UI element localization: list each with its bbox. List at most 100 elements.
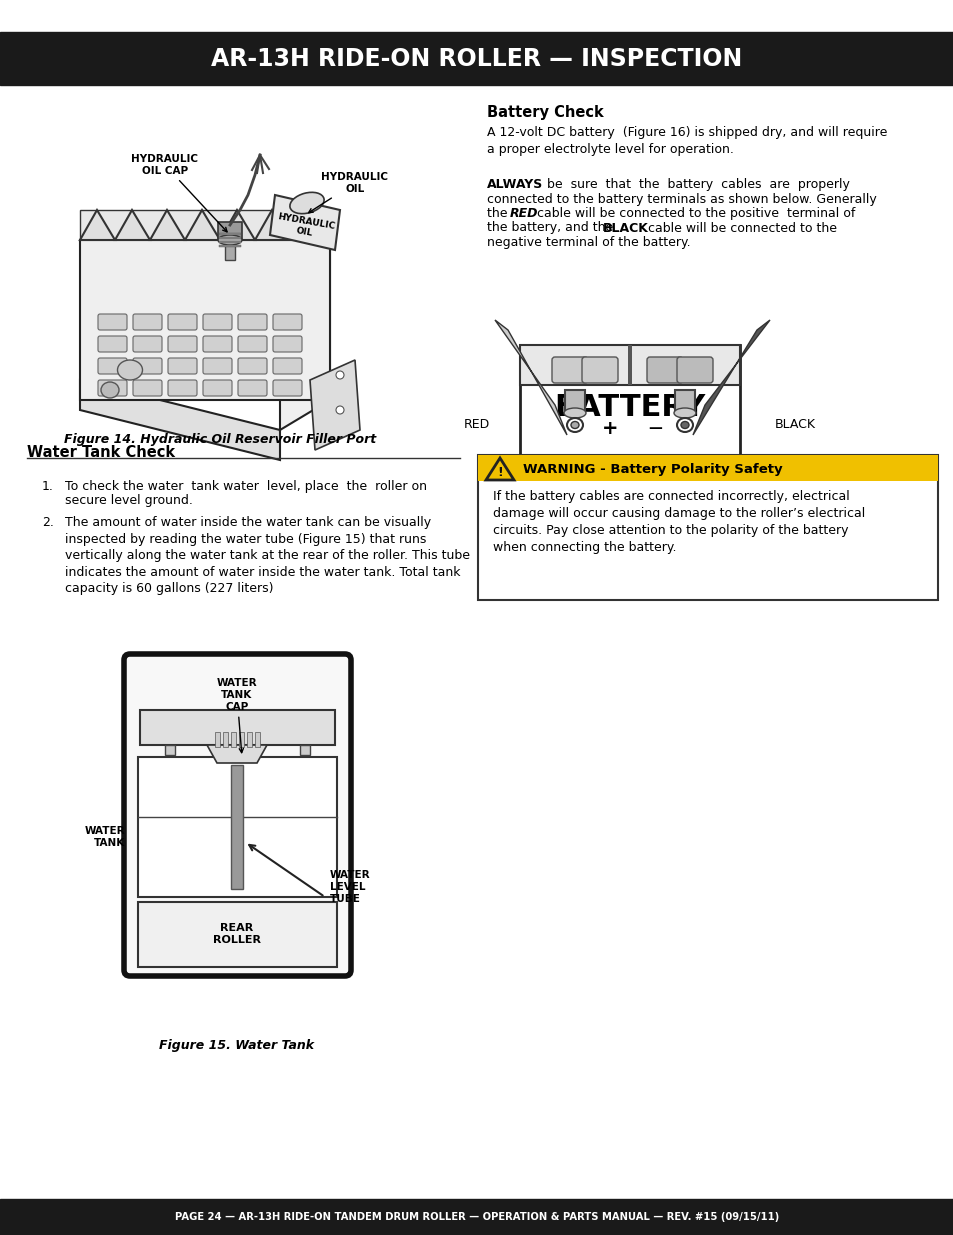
FancyBboxPatch shape xyxy=(237,358,267,374)
FancyBboxPatch shape xyxy=(98,314,127,330)
Text: be  sure  that  the  battery  cables  are  properly: be sure that the battery cables are prop… xyxy=(542,178,849,191)
Text: BLACK: BLACK xyxy=(774,419,815,431)
Text: HYDRAULIC
OIL CAP: HYDRAULIC OIL CAP xyxy=(132,154,227,232)
Text: Figure 15. Water Tank: Figure 15. Water Tank xyxy=(159,1039,314,1051)
Polygon shape xyxy=(692,320,769,435)
Text: cable will be connected to the positive  terminal of: cable will be connected to the positive … xyxy=(533,207,855,220)
Bar xyxy=(564,390,584,412)
Polygon shape xyxy=(80,210,330,240)
Polygon shape xyxy=(115,210,150,240)
Text: The amount of water inside the water tank can be visually
inspected by reading t: The amount of water inside the water tan… xyxy=(65,516,470,595)
Polygon shape xyxy=(150,210,185,240)
Text: RED: RED xyxy=(510,207,537,220)
Ellipse shape xyxy=(571,421,578,429)
Text: !: ! xyxy=(497,466,502,478)
FancyBboxPatch shape xyxy=(168,380,196,396)
Bar xyxy=(0,1199,953,1235)
Text: A 12-volt DC battery  (Figure 16) is shipped dry, and will require
a proper elec: A 12-volt DC battery (Figure 16) is ship… xyxy=(486,126,886,156)
FancyBboxPatch shape xyxy=(203,380,232,396)
Text: WARNING - Battery Polarity Safety: WARNING - Battery Polarity Safety xyxy=(522,462,781,475)
FancyBboxPatch shape xyxy=(203,336,232,352)
Bar xyxy=(627,345,631,385)
FancyBboxPatch shape xyxy=(237,380,267,396)
Ellipse shape xyxy=(566,417,582,432)
Polygon shape xyxy=(80,210,115,240)
Ellipse shape xyxy=(290,193,324,214)
Text: WATER
TANK
CAP: WATER TANK CAP xyxy=(216,678,257,752)
Polygon shape xyxy=(485,458,514,480)
Ellipse shape xyxy=(677,417,692,432)
Text: connected to the battery terminals as shown below. Generally: connected to the battery terminals as sh… xyxy=(486,193,876,205)
FancyBboxPatch shape xyxy=(132,380,162,396)
Text: AR-13H RIDE-ON ROLLER — INSPECTION: AR-13H RIDE-ON ROLLER — INSPECTION xyxy=(212,47,741,70)
Text: If the battery cables are connected incorrectly, electrical
damage will occur ca: If the battery cables are connected inco… xyxy=(493,490,864,555)
Bar xyxy=(675,390,695,412)
Text: HYDRAULIC
OIL: HYDRAULIC OIL xyxy=(274,212,335,242)
Text: 2.: 2. xyxy=(42,516,53,529)
Bar xyxy=(519,345,740,454)
Ellipse shape xyxy=(335,406,344,414)
Ellipse shape xyxy=(335,370,344,379)
Ellipse shape xyxy=(563,408,585,417)
FancyBboxPatch shape xyxy=(168,336,196,352)
FancyBboxPatch shape xyxy=(581,357,618,383)
Text: the battery, and the: the battery, and the xyxy=(486,221,617,235)
Bar xyxy=(219,245,241,247)
Text: ALWAYS: ALWAYS xyxy=(486,178,542,191)
FancyBboxPatch shape xyxy=(132,314,162,330)
Bar xyxy=(138,902,336,967)
FancyBboxPatch shape xyxy=(273,358,302,374)
Bar xyxy=(0,32,953,85)
FancyBboxPatch shape xyxy=(273,336,302,352)
FancyBboxPatch shape xyxy=(168,358,196,374)
Text: RED: RED xyxy=(463,419,490,431)
FancyBboxPatch shape xyxy=(273,380,302,396)
FancyBboxPatch shape xyxy=(552,357,587,383)
Ellipse shape xyxy=(673,408,696,417)
Text: Figure 14. Hydraulic Oil Reservoir Filler Port: Figure 14. Hydraulic Oil Reservoir Fille… xyxy=(64,433,375,447)
Polygon shape xyxy=(220,210,254,240)
Bar xyxy=(477,454,937,480)
Bar xyxy=(231,764,243,889)
FancyBboxPatch shape xyxy=(124,655,351,976)
Polygon shape xyxy=(280,210,330,430)
Bar xyxy=(219,237,241,240)
Bar xyxy=(254,732,260,747)
Text: HYDRAULIC
OIL: HYDRAULIC OIL xyxy=(309,172,388,212)
Polygon shape xyxy=(270,195,339,249)
Bar xyxy=(231,732,235,747)
Bar xyxy=(219,241,241,243)
Ellipse shape xyxy=(117,359,142,380)
Text: cable will be connected to the: cable will be connected to the xyxy=(643,221,836,235)
Bar xyxy=(218,222,242,240)
Bar xyxy=(80,240,330,400)
Text: BATTERY: BATTERY xyxy=(554,394,705,422)
Text: PAGE 24 — AR-13H RIDE-ON TANDEM DRUM ROLLER — OPERATION & PARTS MANUAL — REV. #1: PAGE 24 — AR-13H RIDE-ON TANDEM DRUM ROL… xyxy=(174,1212,779,1221)
Polygon shape xyxy=(207,745,267,763)
FancyBboxPatch shape xyxy=(132,336,162,352)
Text: the: the xyxy=(486,207,511,220)
Polygon shape xyxy=(310,359,359,450)
Bar xyxy=(223,732,228,747)
Bar xyxy=(138,757,336,897)
Bar xyxy=(165,745,174,755)
FancyBboxPatch shape xyxy=(677,357,712,383)
FancyBboxPatch shape xyxy=(237,336,267,352)
Bar xyxy=(225,240,234,261)
Bar xyxy=(299,745,310,755)
FancyBboxPatch shape xyxy=(237,314,267,330)
Text: POSITIVE: POSITIVE xyxy=(546,429,602,441)
FancyBboxPatch shape xyxy=(98,380,127,396)
Polygon shape xyxy=(254,210,290,240)
Ellipse shape xyxy=(101,382,119,398)
Bar xyxy=(214,732,220,747)
Text: secure level ground.: secure level ground. xyxy=(65,494,193,508)
FancyBboxPatch shape xyxy=(98,358,127,374)
Text: negative terminal of the battery.: negative terminal of the battery. xyxy=(486,236,690,249)
Text: 1.: 1. xyxy=(42,480,53,493)
Bar xyxy=(477,454,937,600)
Text: WATER
LEVEL
TUBE: WATER LEVEL TUBE xyxy=(330,871,370,904)
FancyBboxPatch shape xyxy=(646,357,682,383)
Polygon shape xyxy=(495,320,566,435)
Text: BLACK: BLACK xyxy=(602,221,648,235)
